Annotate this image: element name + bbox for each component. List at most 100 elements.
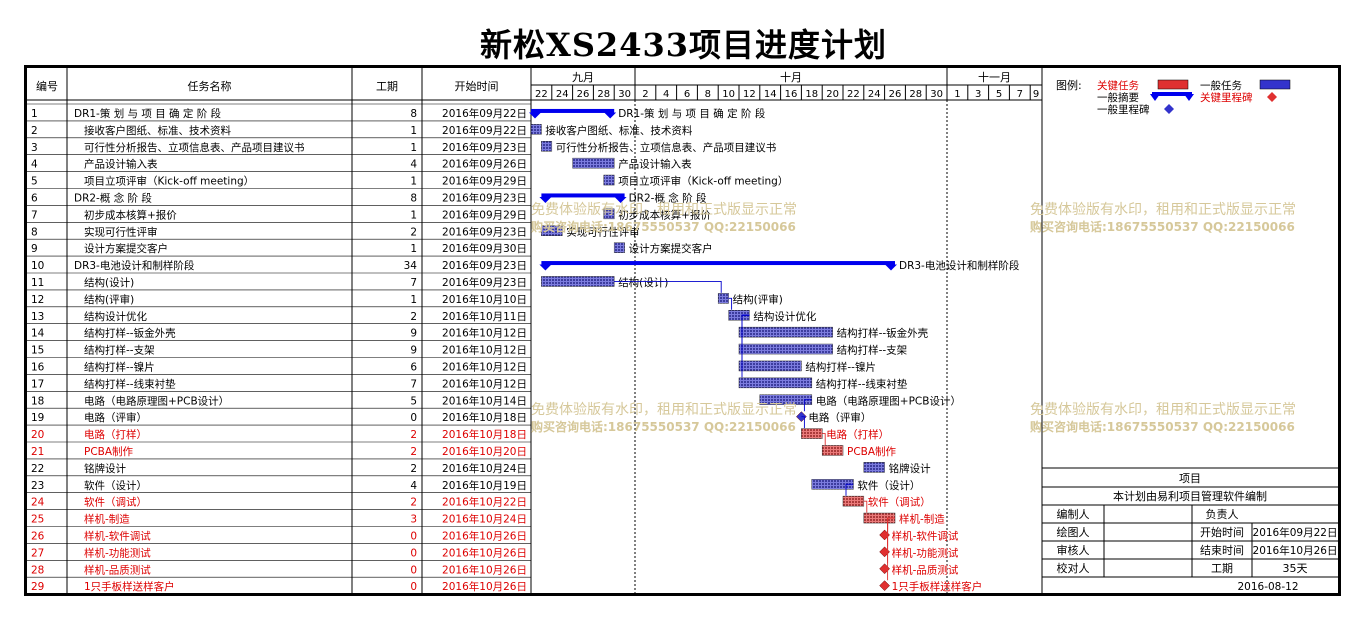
bar-label: 样机-功能测试 [892, 546, 959, 559]
day-tick-label: 24 [556, 89, 569, 100]
legend-critical-milestone-label: 关键里程碑 [1200, 91, 1253, 104]
bar-label: DR2-概 念 阶 段 [629, 192, 707, 205]
task-duration: 2 [410, 429, 417, 441]
task-name: 样机-品质测试 [84, 563, 151, 576]
day-tick-label: 4 [663, 89, 669, 100]
day-tick-label: 8 [705, 89, 711, 100]
task-bar-hatch [603, 175, 615, 186]
task-id: 14 [31, 328, 45, 340]
month-label: 十月 [780, 70, 802, 84]
task-name: 结构打样--线束衬垫 [84, 377, 176, 390]
task-start: 2016年10月18日 [442, 411, 527, 424]
day-tick-label: 28 [909, 89, 922, 100]
day-tick-label: 1 [954, 89, 960, 100]
task-bar-hatch [843, 496, 864, 507]
task-start: 2016年09月26日 [442, 158, 527, 171]
watermark-line1: 免费体验版有水印，租用和正式版显示正常 [531, 202, 797, 218]
day-tick-label: 3 [975, 89, 981, 100]
task-start: 2016年10月26日 [442, 530, 527, 543]
task-duration: 2 [410, 463, 417, 475]
task-name: 电路（评审） [84, 411, 147, 424]
task-start: 2016年09月23日 [442, 225, 527, 238]
day-tick-label: 7 [1017, 89, 1023, 100]
watermark-line2: 购买咨询电话:18675550537 QQ:22150066 [531, 219, 796, 234]
day-tick-label: 20 [826, 89, 839, 100]
bar-label: DR1-策 划 与 项 目 确 定 阶 段 [618, 107, 766, 120]
task-id: 9 [31, 243, 38, 255]
milestone-diamond [879, 580, 890, 592]
task-duration: 0 [410, 581, 417, 593]
watermark-line2: 购买咨询电话:18675550537 QQ:22150066 [531, 419, 796, 434]
legend-milestone-swatch [1164, 104, 1174, 114]
info-reviewer-label: 审核人 [1057, 543, 1090, 557]
task-duration: 4 [410, 159, 417, 171]
day-tick-label: 24 [868, 89, 881, 100]
task-id: 19 [31, 412, 44, 424]
bar-label: 结构打样--支架 [837, 344, 908, 357]
task-bar-hatch [739, 377, 812, 388]
task-id: 26 [31, 531, 45, 543]
task-start: 2016年10月26日 [442, 563, 527, 576]
task-start: 2016年10月10日 [442, 293, 527, 306]
bar-label: PCBA制作 [847, 445, 897, 458]
task-id: 10 [31, 260, 44, 272]
task-name: 结构打样--钣金外壳 [84, 327, 176, 340]
legend-summary-cap-start [1150, 94, 1160, 101]
task-start: 2016年10月24日 [442, 462, 527, 475]
task-duration: 1 [410, 209, 417, 221]
day-tick-label: 26 [889, 89, 902, 100]
bar-label: 电路（打样） [826, 428, 889, 441]
task-id: 24 [31, 497, 45, 509]
legend-summary-cap-end [1184, 94, 1194, 101]
bar-label: 铭牌设计 [889, 462, 931, 475]
legend-summary-swatch [1152, 92, 1192, 96]
task-start: 2016年10月12日 [442, 344, 527, 357]
bar-label: 1只手板样送样客户 [892, 580, 983, 593]
task-start: 2016年10月22日 [442, 496, 527, 509]
task-duration: 0 [410, 412, 417, 424]
task-name: 铭牌设计 [84, 462, 126, 475]
task-duration: 1 [410, 243, 417, 255]
bar-label: 结构(设计) [618, 276, 668, 289]
task-id: 6 [31, 193, 38, 205]
summary-cap-end [604, 112, 617, 119]
legend-critical-task-label: 关键任务 [1097, 79, 1139, 92]
bar-label: 样机-软件调试 [892, 530, 959, 543]
bar-label: 软件（调试） [868, 496, 931, 509]
task-bar-hatch [718, 293, 729, 304]
task-name: 初步成本核算+报价 [84, 208, 177, 221]
task-start: 2016年10月24日 [442, 513, 527, 526]
task-start: 2016年09月22日 [442, 124, 527, 137]
bar-label: 结构打样--线束衬垫 [816, 377, 908, 390]
task-bar-hatch [739, 327, 833, 338]
task-name: DR3-电池设计和制样阶段 [74, 259, 195, 272]
info-owner-label: 负责人 [1206, 507, 1239, 521]
day-tick-label: 30 [930, 89, 943, 100]
task-name: DR1-策 划 与 项 目 确 定 阶 段 [74, 107, 222, 120]
col-header-start: 开始时间 [455, 79, 499, 93]
info-checker-label: 校对人 [1057, 561, 1090, 575]
task-duration: 5 [410, 395, 417, 407]
task-duration: 4 [410, 480, 417, 492]
task-duration: 3 [410, 514, 417, 526]
day-tick-label: 9 [1033, 89, 1039, 100]
col-header-duration: 工期 [376, 80, 398, 93]
bar-label: 软件（设计） [857, 479, 920, 492]
task-duration: 0 [410, 531, 417, 543]
task-duration: 1 [410, 294, 417, 306]
summary-bar [531, 108, 615, 113]
task-start: 2016年09月23日 [442, 141, 527, 154]
task-bar-hatch [541, 225, 563, 236]
task-bar-hatch [801, 428, 823, 439]
day-tick-label: 14 [764, 89, 777, 100]
bar-label: 可行性分析报告、立项信息表、产品项目建议书 [556, 141, 777, 154]
legend-normal-task-label: 一般任务 [1200, 79, 1242, 92]
task-id: 16 [31, 362, 45, 374]
bar-label: 电路（电路原理图+PCB设计） [816, 394, 961, 407]
task-bar-hatch [739, 344, 833, 355]
task-name: 设计方案提交客户 [84, 242, 168, 255]
task-start: 2016年10月26日 [442, 546, 527, 559]
day-tick-label: 22 [535, 89, 548, 100]
task-name: 样机-功能测试 [84, 546, 151, 559]
month-label: 九月 [572, 71, 594, 84]
